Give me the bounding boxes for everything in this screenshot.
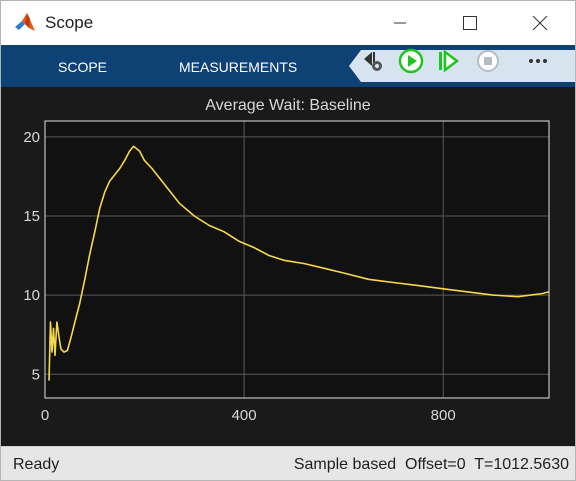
run-button[interactable] <box>397 45 425 77</box>
plot-axes-background <box>45 121 549 398</box>
run-icon <box>398 48 424 74</box>
scope-display[interactable]: 0 400 800 5 10 15 20 Average Wait: Baseline <box>1 87 575 446</box>
stop-icon <box>477 50 499 72</box>
y-tick-label: 15 <box>23 208 40 225</box>
tab-scope[interactable]: SCOPE <box>58 59 108 75</box>
more-options-button[interactable] <box>523 45 553 77</box>
plot-title: Average Wait: Baseline <box>205 97 371 114</box>
x-tick-label: 800 <box>431 407 456 424</box>
step-forward-button[interactable] <box>434 45 462 77</box>
step-back-settings-icon <box>364 52 382 71</box>
average-wait-trace <box>48 145 549 381</box>
maximize-icon <box>463 16 477 30</box>
close-icon <box>532 15 548 31</box>
minimize-button[interactable] <box>377 1 423 45</box>
title-bar[interactable]: Scope <box>1 1 575 45</box>
stop-button[interactable] <box>474 45 502 77</box>
more-options-icon <box>529 59 547 63</box>
plot-canvas: 0 400 800 5 10 15 20 <box>23 120 550 424</box>
tab-measurements[interactable]: MEASUREMENTS <box>179 59 298 75</box>
y-tick-label: 10 <box>23 287 40 304</box>
status-sample-info: Sample based Offset=0 T=1012.5630 <box>293 456 569 473</box>
step-forward-icon <box>439 49 460 73</box>
close-button[interactable] <box>517 1 563 45</box>
minimize-icon <box>394 22 406 24</box>
toolstrip: SCOPE MEASUREMENTS <box>1 45 575 87</box>
window-title: Scope <box>45 13 94 32</box>
status-bar: Ready Sample based Offset=0 T=1012.5630 <box>1 446 575 480</box>
status-ready: Ready <box>13 456 60 473</box>
step-back-settings-button[interactable] <box>359 45 387 77</box>
y-tick-label: 20 <box>23 129 40 146</box>
plot-axes-border <box>44 120 550 399</box>
x-tick-label: 400 <box>232 407 257 424</box>
x-tick-label: 0 <box>41 407 49 424</box>
matlab-logo-icon <box>15 13 35 31</box>
y-tick-label: 5 <box>32 366 40 383</box>
maximize-button[interactable] <box>447 1 493 45</box>
